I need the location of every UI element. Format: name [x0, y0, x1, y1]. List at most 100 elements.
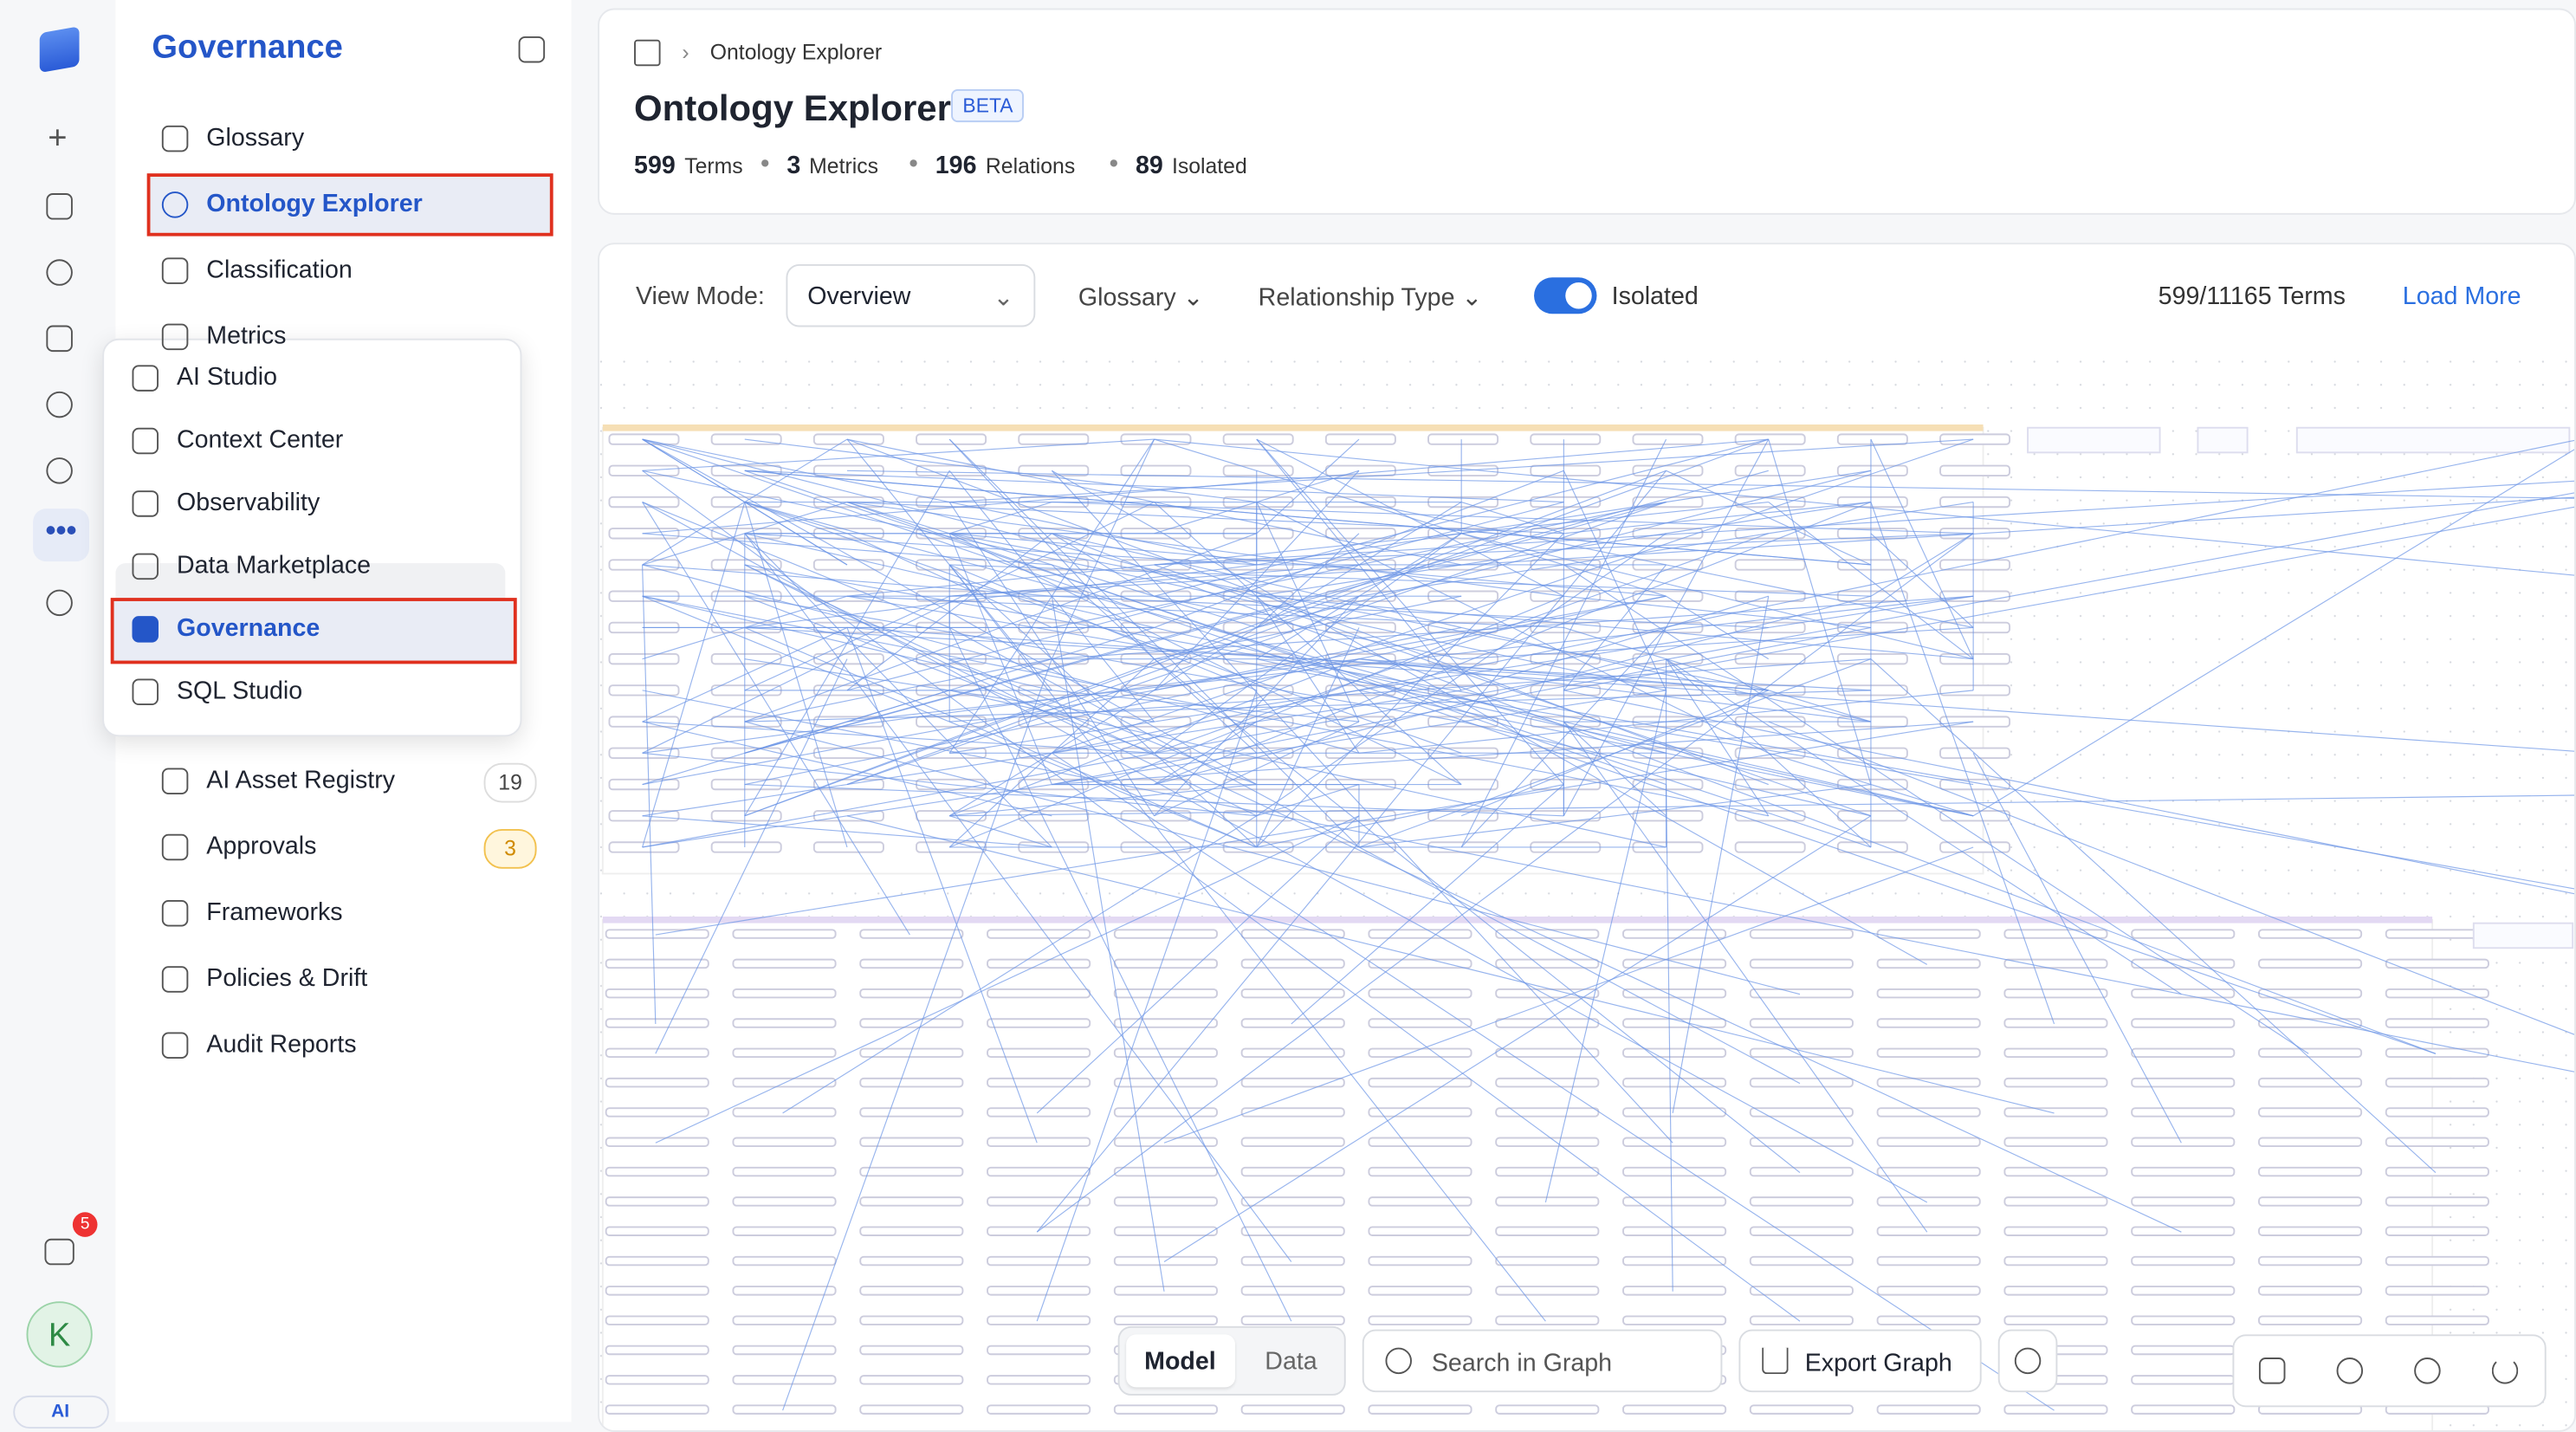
node-group — [2295, 426, 2571, 454]
node — [2003, 988, 2108, 999]
explore-icon[interactable] — [46, 259, 73, 286]
export-button[interactable]: Export Graph — [1738, 1329, 1982, 1393]
chart-icon[interactable] — [46, 325, 73, 353]
shield-icon[interactable] — [46, 457, 73, 484]
menu-item[interactable]: SQL Studio — [176, 677, 303, 706]
node — [1495, 1315, 1600, 1325]
zoom-in[interactable] — [2336, 1357, 2364, 1384]
stat-value: 196 — [935, 152, 977, 180]
nav-item[interactable]: Policies & Drift — [206, 964, 368, 993]
ai-toggle[interactable]: AI — [13, 1395, 109, 1429]
home-icon[interactable] — [46, 193, 73, 220]
node — [1876, 1137, 1981, 1147]
home-crumb[interactable] — [634, 39, 661, 67]
nav-icon — [161, 768, 189, 794]
node — [1734, 433, 1806, 445]
inbox-badge: 5 — [72, 1212, 98, 1237]
edge — [1563, 564, 2309, 1054]
edge — [1666, 658, 2182, 995]
settings-button[interactable] — [1997, 1329, 2058, 1393]
node — [1113, 1196, 1218, 1207]
graph — [599, 352, 2575, 1430]
time-icon[interactable] — [46, 391, 73, 418]
node — [859, 1166, 964, 1177]
node — [2131, 988, 2236, 999]
edge — [1036, 815, 1360, 1114]
edge — [1256, 533, 1360, 628]
menu-item[interactable]: Data Marketplace — [176, 551, 372, 580]
isolated-toggle[interactable] — [1534, 277, 1597, 314]
nav-item[interactable]: Glossary — [206, 123, 305, 152]
edge — [1052, 721, 1974, 786]
menu-item[interactable]: Observability — [176, 489, 320, 517]
search-box[interactable]: Search in Graph — [1362, 1329, 1723, 1393]
nav-item[interactable]: Metrics — [206, 321, 287, 351]
node — [1368, 1077, 1472, 1088]
node — [732, 929, 837, 939]
edge — [1154, 595, 1360, 817]
inbox-icon[interactable] — [44, 1238, 74, 1266]
node — [1368, 988, 1472, 999]
node — [1622, 1137, 1727, 1147]
node — [1622, 988, 1727, 999]
edge — [1870, 533, 1974, 597]
node — [859, 1137, 964, 1147]
node — [1836, 621, 1908, 634]
edge — [642, 595, 1257, 848]
glossary-filter[interactable]: Glossary ⌄ — [1078, 283, 1204, 313]
edge — [948, 502, 1155, 817]
export-icon — [1762, 1347, 1789, 1375]
node — [1113, 1047, 1218, 1059]
edge — [744, 564, 1257, 628]
menu-item[interactable]: AI Studio — [176, 363, 278, 392]
load-more[interactable]: Load More — [2402, 282, 2521, 311]
node — [2131, 1286, 2236, 1296]
tab-data[interactable]: Data — [1265, 1347, 1317, 1377]
edge — [1052, 533, 1872, 722]
nav-item[interactable]: Approvals — [206, 832, 317, 861]
node — [1324, 464, 1396, 476]
chat-icon[interactable] — [46, 589, 73, 617]
view-mode-select[interactable]: Overview ⌄ — [786, 264, 1036, 327]
node — [1368, 958, 1472, 969]
nav-item[interactable]: AI Asset Registry — [206, 766, 396, 794]
collapse[interactable] — [518, 36, 546, 63]
node — [1495, 988, 1600, 999]
node — [605, 929, 709, 939]
node — [732, 1047, 837, 1059]
node — [605, 1345, 709, 1356]
node — [1876, 1286, 1981, 1296]
edge — [1768, 438, 1872, 785]
node — [1632, 433, 1704, 445]
fit-icon[interactable] — [2258, 1357, 2286, 1384]
edge — [846, 595, 1360, 786]
node — [1622, 1196, 1727, 1207]
edge — [948, 564, 1546, 1322]
menu-icon — [132, 678, 159, 706]
relationship-filter[interactable]: Relationship Type ⌄ — [1258, 283, 1483, 313]
nav-item[interactable]: Ontology Explorer — [206, 190, 423, 218]
menu-item[interactable]: Governance — [176, 614, 320, 643]
node — [710, 810, 782, 822]
avatar[interactable]: K — [26, 1301, 93, 1368]
node — [1368, 1107, 1472, 1118]
stat-value: 89 — [1136, 152, 1163, 180]
node — [859, 1107, 964, 1118]
node — [916, 433, 987, 445]
nav-item[interactable]: Classification — [206, 256, 353, 284]
node — [732, 1166, 837, 1177]
reset[interactable] — [2491, 1357, 2519, 1384]
stat-label: Relations — [985, 153, 1076, 178]
active-highlight — [146, 173, 553, 237]
node — [1749, 929, 1854, 939]
edge — [642, 502, 1928, 1203]
nav-item[interactable]: Audit Reports — [206, 1030, 357, 1059]
menu-item[interactable]: Context Center — [176, 425, 344, 455]
tab-model[interactable]: Model — [1144, 1347, 1216, 1377]
stat-value: 599 — [634, 152, 676, 180]
zoom-out[interactable] — [2414, 1357, 2441, 1384]
add[interactable]: + — [48, 120, 68, 158]
nav-item[interactable]: Frameworks — [206, 898, 343, 927]
more[interactable]: ••• — [33, 509, 89, 562]
edge — [1154, 502, 1462, 785]
